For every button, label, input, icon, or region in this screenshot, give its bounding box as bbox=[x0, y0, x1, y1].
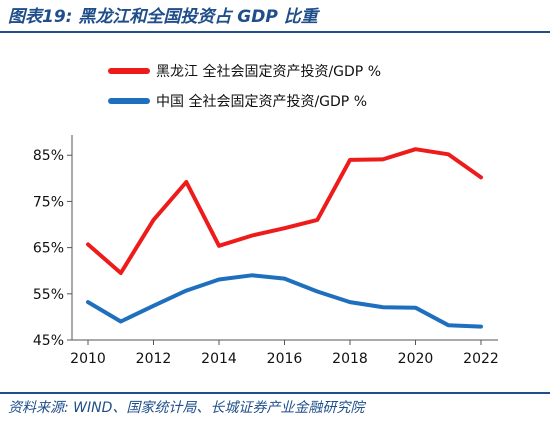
legend-item-china: 中国 全社会固定资产投资/GDP % bbox=[108, 86, 508, 116]
figure-title: 图表19: 黑龙江和全国投资占 GDP 比重 bbox=[8, 7, 318, 27]
series-layer bbox=[86, 147, 483, 329]
x-tick-label: 2020 bbox=[398, 351, 434, 367]
legend: 黑龙江 全社会固定资产投资/GDP % 中国 全社会固定资产投资/GDP % bbox=[108, 56, 508, 118]
legend-item-heilongjiang: 黑龙江 全社会固定资产投资/GDP % bbox=[108, 56, 508, 86]
x-tick-label: 2018 bbox=[332, 351, 368, 367]
x-tick-label: 2016 bbox=[267, 351, 303, 367]
legend-swatch-china bbox=[108, 98, 150, 104]
y-tick-label: 75% bbox=[33, 194, 64, 210]
tick-layer: 45% 55% 65% 75% 85% 2010 2012 2014 2016 2018 2020 2… bbox=[33, 148, 499, 367]
source-note: 资料来源: WIND、国家统计局、长城证券产业金融研究院 bbox=[8, 400, 365, 416]
axes bbox=[67, 135, 498, 345]
y-tick-label: 85% bbox=[33, 148, 64, 164]
legend-label-heilongjiang: 黑龙江 全社会固定资产投资/GDP % bbox=[156, 64, 381, 80]
x-tick-label: 2022 bbox=[463, 351, 499, 367]
y-tick-label: 55% bbox=[33, 287, 64, 303]
legend-label-china: 中国 全社会固定资产投资/GDP % bbox=[156, 94, 367, 110]
legend-swatch-heilongjiang bbox=[108, 68, 150, 74]
y-tick-label: 65% bbox=[33, 241, 64, 257]
series-line-heilongjiang bbox=[86, 147, 483, 275]
source-divider bbox=[0, 392, 550, 394]
y-tick-label: 45% bbox=[33, 333, 64, 349]
title-divider bbox=[0, 31, 550, 33]
x-tick-label: 2010 bbox=[70, 351, 106, 367]
x-tick-label: 2014 bbox=[201, 351, 237, 367]
series-line-china bbox=[86, 273, 483, 329]
x-tick-label: 2012 bbox=[136, 351, 172, 367]
